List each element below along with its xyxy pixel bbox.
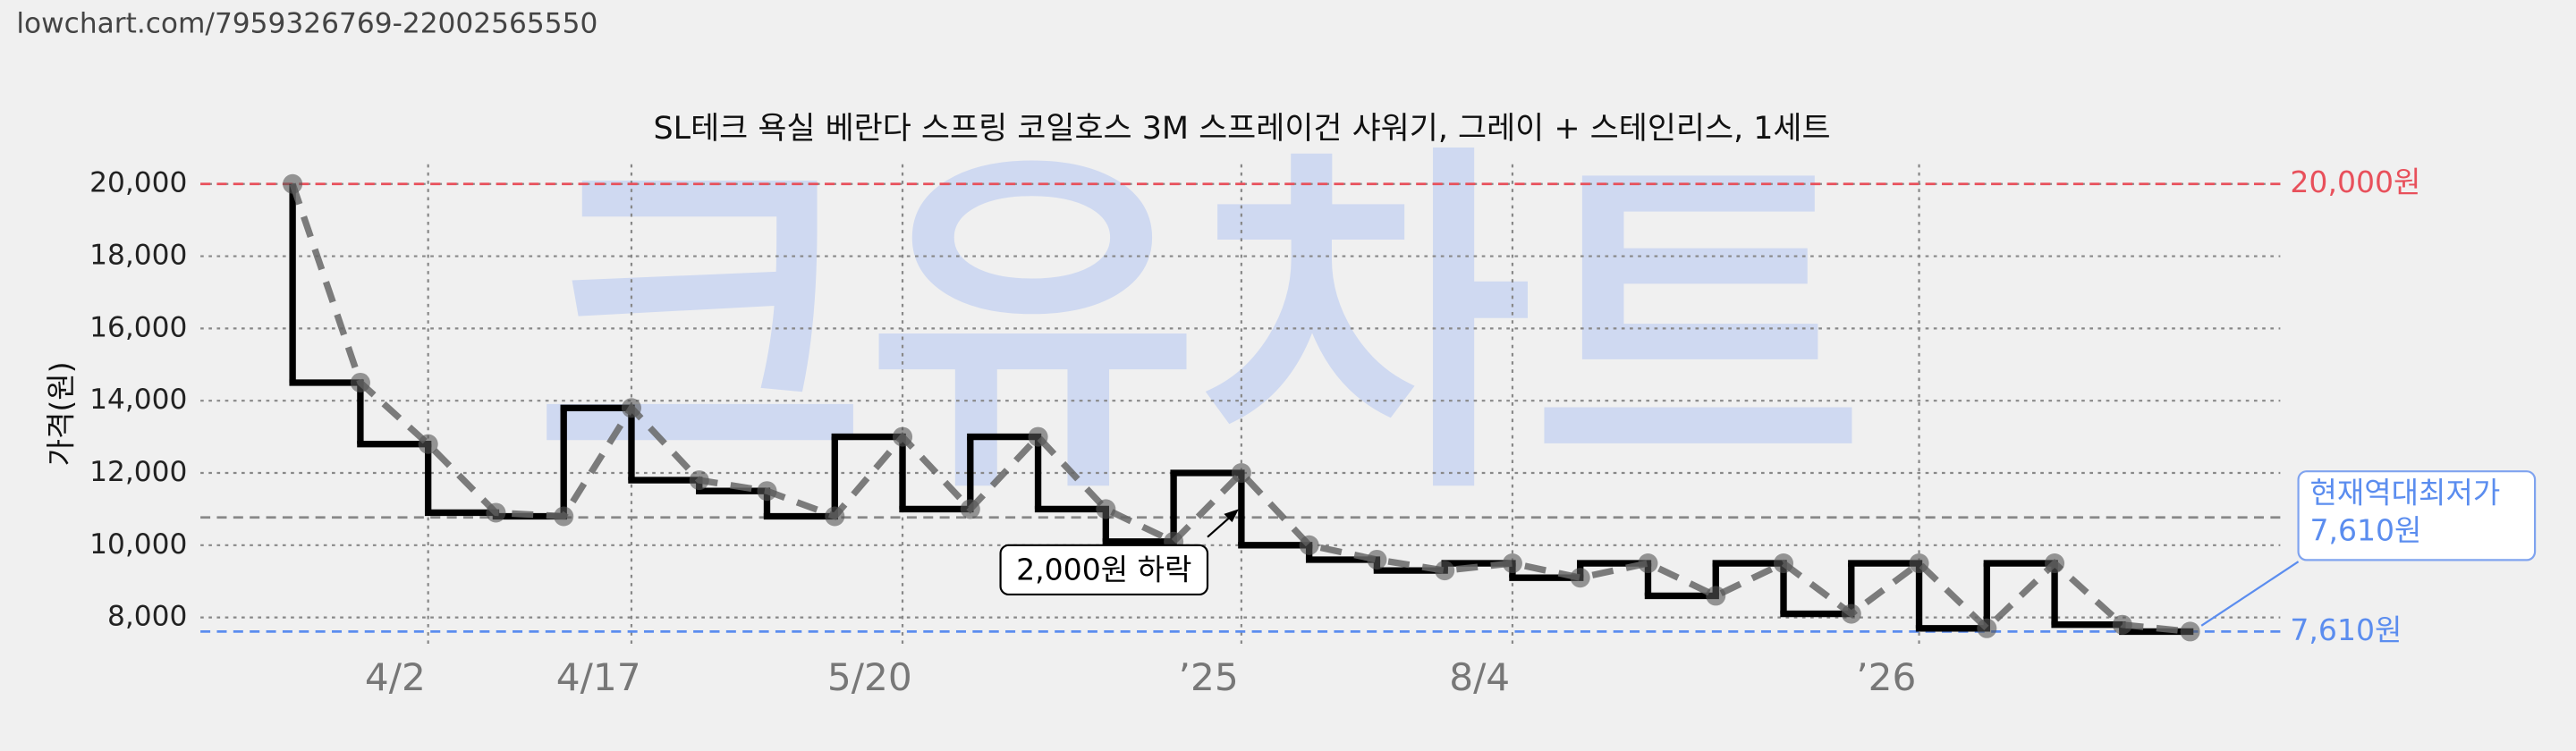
y-tick-label: 12,000: [89, 456, 187, 488]
url: lowchart.com/7959326769-22002565550: [16, 8, 597, 40]
point: [1570, 568, 1590, 588]
point: [1841, 603, 1861, 624]
point: [1909, 553, 1929, 574]
y-tick-label: 14,000: [89, 384, 187, 416]
y-tick-label: 20,000: [89, 167, 187, 199]
point: [1638, 553, 1658, 574]
annotation: 2,000원 하락: [1016, 553, 1191, 587]
point: [621, 398, 641, 418]
point: [2112, 614, 2132, 635]
reference-label: 20,000원: [2290, 165, 2420, 199]
reference-label: 7,610원: [2290, 612, 2402, 647]
x-tick-label: 4/17: [556, 655, 641, 699]
y-tick-label: 10,000: [89, 528, 187, 561]
point: [1435, 561, 1455, 581]
x-tick-label: ’26: [1856, 655, 1916, 699]
point: [2045, 553, 2065, 574]
point: [1367, 549, 1387, 570]
watermark: 크유차트: [534, 117, 1864, 537]
point: [283, 173, 303, 194]
point: [689, 470, 709, 491]
point: [486, 502, 506, 523]
point: [1096, 499, 1116, 519]
y-tick-label: 18,000: [89, 240, 187, 272]
point: [1977, 618, 1997, 638]
point: [825, 506, 845, 527]
point: [1231, 462, 1251, 484]
annotation: 현재역대최저가: [2309, 475, 2500, 510]
annotation-box: [2297, 470, 2537, 561]
annotation-box: [999, 544, 1209, 596]
point: [418, 434, 438, 454]
point: [1773, 553, 1794, 574]
point: [893, 426, 913, 447]
x-tick-label: 8/4: [1449, 655, 1510, 699]
point: [554, 506, 574, 527]
x-tick-label: ’25: [1179, 655, 1239, 699]
point: [2180, 621, 2200, 642]
annotation: 7,610원: [2309, 513, 2421, 548]
x-tick-label: 4/2: [365, 655, 426, 699]
point: [1028, 426, 1048, 447]
y-axis-label: 가격(원): [43, 361, 78, 466]
trend-line: [289, 182, 2190, 636]
point: [1502, 553, 1522, 574]
y-tick-label: 16,000: [89, 311, 187, 343]
point: [1299, 535, 1319, 555]
x-tick-label: 5/20: [827, 655, 912, 699]
point: [960, 499, 980, 519]
y-tick-label: 8,000: [107, 601, 187, 633]
point: [350, 372, 370, 393]
point: [1706, 586, 1726, 606]
arrow-head: [1224, 509, 1239, 523]
point: [757, 481, 777, 502]
chart-title: SL테크 욕실 베란다 스프링 코일호스 3M 스프레이건 샤워기, 그레이 +…: [654, 111, 1831, 147]
annotation-arrow: [2200, 561, 2300, 627]
